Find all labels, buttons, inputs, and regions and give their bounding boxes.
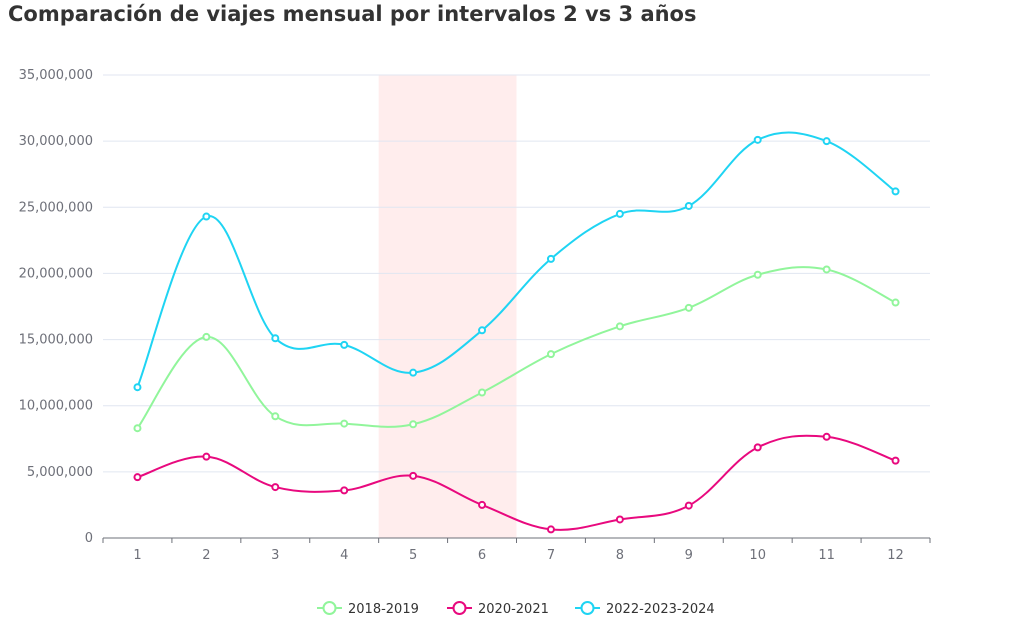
data-point [409, 471, 418, 480]
data-point [340, 340, 349, 349]
data-point [202, 332, 211, 341]
data-point [684, 201, 693, 210]
chart-title: Comparación de viajes mensual por interv… [8, 2, 697, 26]
series-line [137, 434, 896, 531]
data-point [409, 368, 418, 377]
y-tick-label: 35,000,000 [19, 68, 93, 83]
data-point [202, 452, 211, 461]
series-2018-2019 [133, 265, 900, 433]
data-point [478, 500, 487, 509]
legend-label: 2022-2023-2024 [606, 602, 715, 617]
data-point [822, 432, 831, 441]
data-point [340, 419, 349, 428]
data-point [546, 254, 555, 263]
y-tick-label: 30,000,000 [19, 134, 93, 149]
data-point [753, 443, 762, 452]
legend-item: 2018-2019 [317, 601, 419, 617]
y-tick-label: 10,000,000 [19, 399, 93, 414]
legend-label: 2018-2019 [348, 602, 419, 617]
data-point [271, 412, 280, 421]
x-tick-label: 5 [409, 548, 417, 563]
data-point [615, 209, 624, 218]
data-point [133, 424, 142, 433]
series-2022-2023-2024 [133, 131, 900, 392]
data-point [891, 298, 900, 307]
data-point [684, 501, 693, 510]
legend-marker [322, 601, 337, 615]
y-tick-label: 15,000,000 [19, 333, 93, 348]
data-point [133, 473, 142, 482]
x-tick-label: 6 [478, 548, 486, 563]
x-tick-label: 2 [202, 548, 210, 563]
x-tick-label: 1 [133, 548, 141, 563]
y-tick-label: 0 [85, 531, 93, 546]
data-point [822, 137, 831, 146]
data-point [202, 212, 211, 221]
x-tick-label: 4 [340, 548, 348, 563]
data-point [271, 334, 280, 343]
data-point [891, 187, 900, 196]
x-tick-label: 12 [887, 548, 904, 563]
data-point [753, 135, 762, 144]
x-tick-label: 10 [749, 548, 766, 563]
data-point [409, 420, 418, 429]
data-point [615, 322, 624, 331]
data-point [271, 483, 280, 492]
y-tick-label: 20,000,000 [19, 266, 93, 281]
data-point [478, 326, 487, 335]
legend-item: 2022-2023-2024 [575, 601, 715, 617]
data-point [684, 303, 693, 312]
legend-item: 2020-2021 [447, 601, 549, 617]
data-point [133, 383, 142, 392]
legend-marker [452, 601, 467, 615]
data-point [753, 270, 762, 279]
x-tick-label: 3 [271, 548, 279, 563]
x-tick-label: 9 [685, 548, 693, 563]
y-tick-label: 5,000,000 [27, 465, 93, 480]
y-tick-label: 25,000,000 [19, 200, 93, 215]
data-point [340, 486, 349, 495]
x-tick-label: 7 [547, 548, 555, 563]
data-point [615, 515, 624, 524]
data-point [891, 456, 900, 465]
legend-label: 2020-2021 [478, 602, 549, 617]
series-2020-2021 [133, 432, 900, 534]
legend-marker [580, 601, 595, 615]
x-tick-label: 8 [616, 548, 624, 563]
data-point [822, 265, 831, 274]
data-point [478, 388, 487, 397]
highlight-band [378, 75, 517, 538]
x-tick-label: 11 [818, 548, 835, 563]
data-point [546, 350, 555, 359]
data-point [546, 525, 555, 534]
